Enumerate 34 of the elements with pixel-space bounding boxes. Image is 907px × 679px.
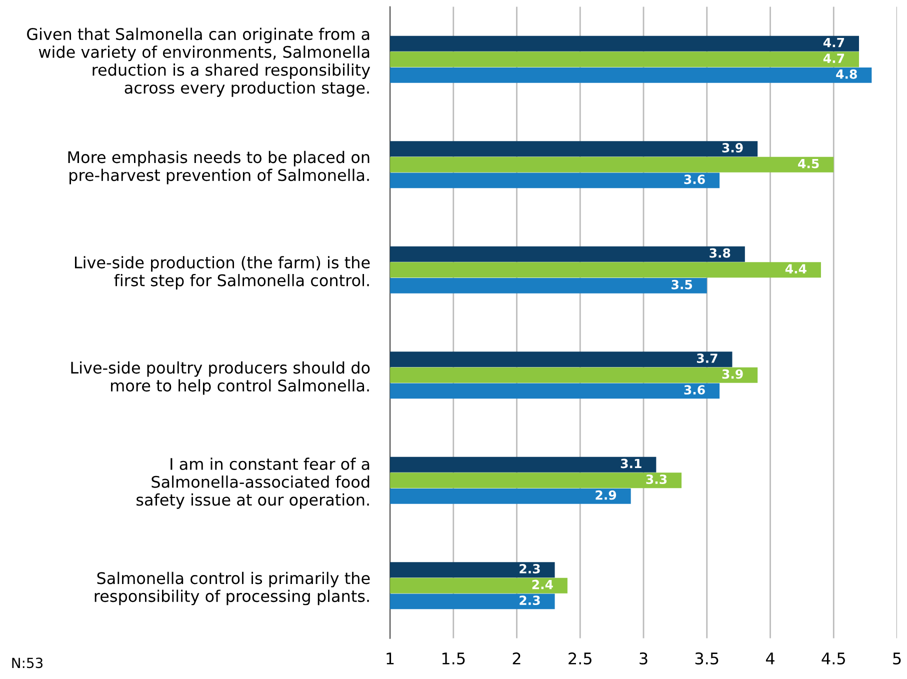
data-label: 3.7 — [696, 354, 718, 363]
data-label: 3.9 — [722, 369, 743, 379]
data-label: 2.3 — [520, 596, 540, 606]
data-label: 3.8 — [710, 248, 730, 258]
y-tick-label: Given that Salmonella can originate from a wide variety of environments, Salmonella reduction is a shared responsibility across every production stage. — [27, 28, 370, 97]
y-tick-label: Live-side poultry producers should do more to help control Salmonella. — [71, 361, 370, 395]
data-label: 4.7 — [823, 54, 844, 63]
x-tick-label: 2 — [512, 652, 520, 664]
data-label: 4.8 — [836, 69, 857, 79]
x-tick-label: 3.5 — [695, 652, 718, 665]
data-label: 4.5 — [798, 158, 819, 168]
y-tick-label: Live-side production (the farm) is the first step for Salmonella control. — [74, 256, 370, 290]
data-label: 3.5 — [672, 280, 692, 290]
data-label: 3.3 — [646, 474, 667, 484]
x-tick-label: 2.5 — [568, 652, 592, 665]
data-label: 3.6 — [684, 174, 705, 184]
x-tick-label: 1 — [386, 652, 394, 664]
data-label: 4.7 — [823, 38, 844, 48]
data-label: 3.6 — [684, 385, 705, 395]
x-tick-label: 4.5 — [822, 652, 845, 665]
text: N:53 — [12, 658, 43, 668]
data-label: 2.9 — [596, 490, 616, 500]
data-label: 4.4 — [785, 264, 806, 274]
x-tick-label: 3 — [640, 652, 648, 665]
x-tick-label: 5 — [893, 652, 901, 665]
x-tick-label: 4 — [766, 652, 774, 664]
y-tick-label: More emphasis needs to be placed on pre-harvest prevention of Salmonella. — [68, 150, 370, 184]
data-label: 3.1 — [620, 458, 642, 468]
data-label: 2.4 — [532, 580, 553, 590]
x-tick-label: 1.5 — [442, 652, 465, 665]
data-label: 2.3 — [520, 564, 540, 574]
data-label: 3.9 — [722, 143, 743, 152]
y-tick-label: I am in constant fear of a Salmonella-associated food safety issue at our operation. — [136, 458, 370, 509]
y-tick-label: Salmonella control is primarily the responsibility of processing plants. — [94, 572, 370, 606]
